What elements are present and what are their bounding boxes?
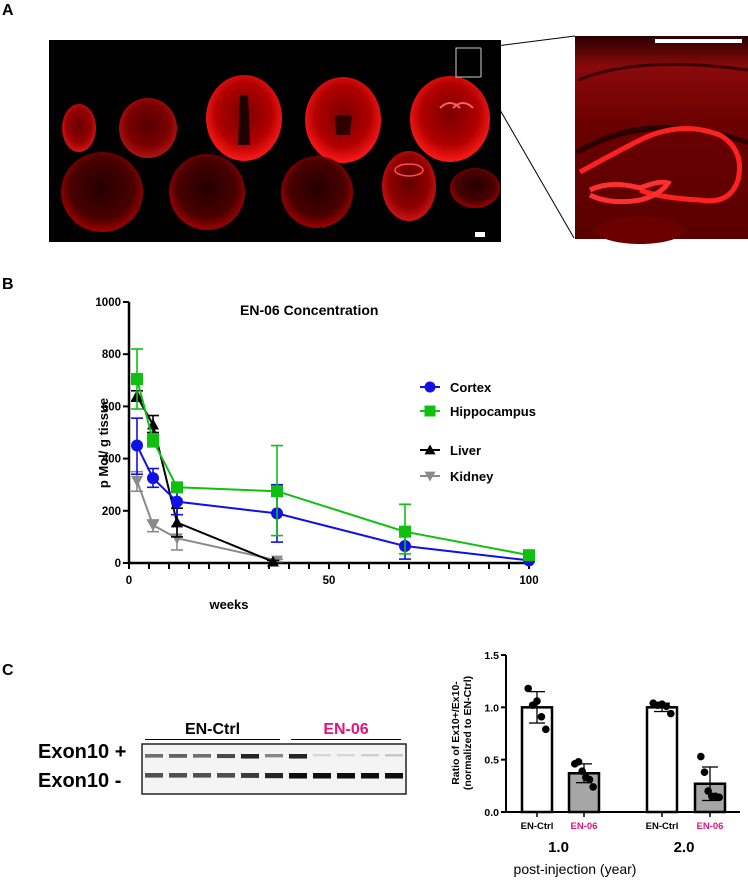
bar-group-label: 1.0: [548, 839, 569, 856]
blot-lane: [193, 754, 211, 778]
data-point: [662, 702, 671, 711]
legend-item-liver: Liver: [420, 443, 481, 458]
x-axis-label: weeks: [208, 597, 248, 612]
blot-lane: [241, 754, 259, 778]
legend-label: Hippocampus: [450, 404, 536, 419]
scale-bar-main: [475, 232, 485, 237]
blot-lane: [169, 754, 187, 778]
data-point: [537, 712, 546, 721]
western-blot-image: [141, 743, 407, 795]
bar-y-tick-label: 1.5: [484, 650, 499, 662]
blot-lane: [289, 754, 307, 779]
x-tick-label: 100: [519, 575, 538, 587]
blot-lane: [361, 754, 379, 779]
data-point: [700, 768, 709, 777]
bar-category-label: EN-Ctrl: [646, 821, 679, 832]
bar-y-tick-label: 0.5: [484, 755, 499, 767]
zoom-region-box: [455, 47, 482, 78]
data-point: [578, 767, 586, 775]
blot-lane: [217, 754, 235, 778]
bar-y-tick-label: 1.0: [484, 702, 499, 714]
blot-lane: [337, 754, 355, 779]
band-label-exon10-plus: Exon10 +: [38, 741, 127, 763]
bar-x-axis-label: post-injection (year): [514, 861, 637, 877]
series-hippocampus: [131, 348, 535, 562]
row2-sections: [61, 151, 500, 232]
blot-lane: [265, 754, 283, 779]
bar-category-label: EN-06: [697, 821, 724, 832]
legend-label: Kidney: [450, 469, 494, 484]
data-point: [533, 697, 541, 705]
data-point: [715, 793, 723, 802]
blot-lane: [385, 754, 403, 779]
connector-line-top: [480, 35, 576, 49]
blot-lane: [145, 754, 163, 778]
bar-category-label: EN-06: [571, 821, 598, 832]
group-bracket-ctrl: [145, 739, 280, 740]
bar-1.0-en-ctrl: [520, 684, 554, 814]
row1-sections: [62, 75, 490, 163]
legend-item-kidney: Kidney: [420, 469, 494, 484]
exon-ratio-bar-chart: 0.00.51.01.5EN-Ctrl EN-06 EN-Ctrl EN-061.0 2…: [450, 650, 740, 877]
data-point: [524, 684, 532, 693]
y-tick-label: 600: [102, 401, 121, 413]
x-tick-label: 0: [126, 575, 132, 587]
y-axis-label: p Mol/ g tissue: [96, 398, 111, 488]
bar-y-axis-label-line2: (normalized to EN-Ctrl): [462, 676, 474, 790]
data-point: [589, 783, 597, 791]
bar-chart-bars: [520, 684, 727, 814]
connector-line-bottom: [480, 76, 575, 239]
y-tick-label: 400: [102, 454, 121, 466]
bar-group-label: 2.0: [674, 839, 695, 856]
group-label-en06: EN-06: [323, 721, 369, 738]
chart-axes: 0 200 400 600 800 1000 0 50 100: [95, 297, 538, 587]
data-point: [667, 709, 675, 718]
legend-item-cortex: Cortex: [420, 380, 492, 395]
y-tick-label: 1000: [95, 297, 121, 309]
chart-series: [131, 348, 535, 567]
brain-section-figure: [49, 35, 748, 244]
group-label-ctrl: EN-Ctrl: [184, 721, 241, 738]
data-point: [585, 775, 594, 784]
legend-label: Cortex: [450, 380, 492, 395]
y-tick-label: 200: [102, 506, 121, 518]
panel-label-b: B: [2, 276, 14, 293]
group-bracket-en06: [291, 739, 401, 740]
chart-title: EN-06 Concentration: [240, 302, 378, 318]
bar-2.0-en-ctrl: [645, 699, 679, 814]
bar-1.0-en-06: [567, 757, 601, 814]
bar-category-label: EN-Ctrl: [521, 821, 554, 832]
chart-legend: Cortex Hippocampus Liver Kidney: [420, 380, 536, 484]
data-point: [542, 725, 550, 734]
concentration-line-chart: EN-06 Concentration 0 200 400 600 800 1000 0 50…: [95, 297, 538, 612]
panel-label-c: C: [2, 662, 14, 679]
bar-y-axis-label-line1: Ratio of Ex10+/Ex10-: [450, 681, 462, 785]
band-label-exon10-minus: Exon10 -: [38, 770, 122, 792]
legend-item-hippocampus: Hippocampus: [420, 404, 536, 419]
x-tick-label: 50: [323, 575, 336, 587]
panel-label-a: A: [2, 2, 14, 19]
blot-lane: [313, 754, 331, 779]
data-point: [697, 752, 705, 761]
bar-y-tick-label: 0.0: [484, 807, 499, 819]
y-tick-label: 800: [102, 349, 121, 361]
bar-2.0-en-06: [693, 752, 727, 814]
legend-label: Liver: [450, 443, 481, 458]
scale-bar-inset: [655, 39, 742, 43]
data-point: [574, 757, 583, 766]
y-tick-label: 0: [115, 558, 121, 570]
